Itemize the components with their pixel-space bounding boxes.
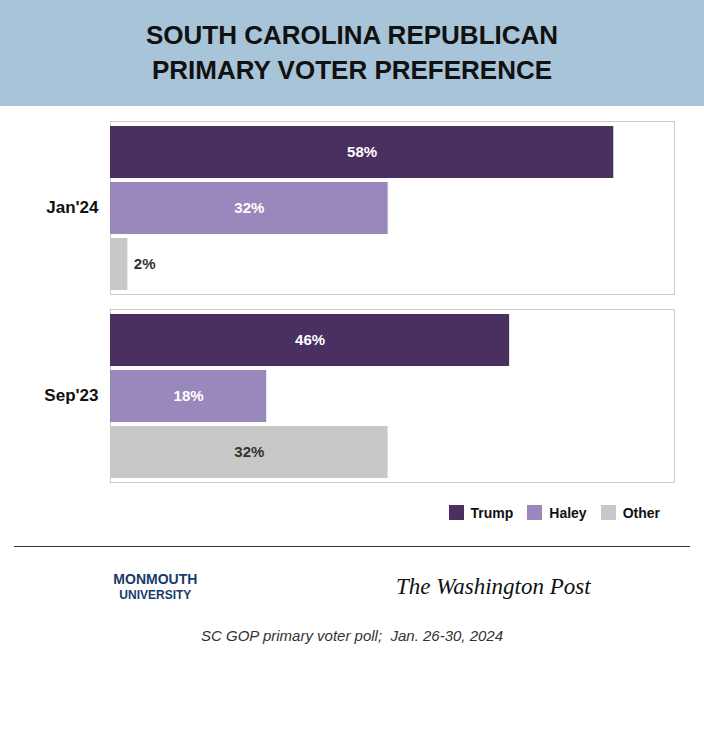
svg-text:46%: 46%	[295, 331, 325, 348]
html-text:SC GOP primary voter poll; Jan: SC GOP primary voter poll; Jan. 26-30, 2…	[201, 627, 503, 645]
svg-text:Jan'24: Jan'24	[46, 199, 99, 218]
html-text:MONMOUTH: MONMOUTH	[113, 571, 198, 588]
html-text:UNIVERSITY: UNIVERSITY	[119, 588, 192, 603]
html-text:SOUTH CAROLINA REPUBLICAN PRIM: SOUTH CAROLINA REPUBLICAN PRIMARY VOTER …	[145, 20, 559, 86]
svg-text:32%: 32%	[234, 443, 264, 460]
svg-text:2%: 2%	[134, 255, 156, 272]
svg-text:32%: 32%	[234, 199, 264, 216]
html-text:Other: Other	[622, 504, 660, 521]
svg-text:Sep'23: Sep'23	[44, 387, 98, 406]
html-text:Trump: Trump	[470, 504, 514, 521]
html-text:Haley: Haley	[549, 504, 587, 521]
svg-text:18%: 18%	[174, 387, 204, 404]
html-text:The Washington Post: The Washington Post	[396, 574, 591, 600]
svg-text:58%: 58%	[347, 143, 377, 160]
